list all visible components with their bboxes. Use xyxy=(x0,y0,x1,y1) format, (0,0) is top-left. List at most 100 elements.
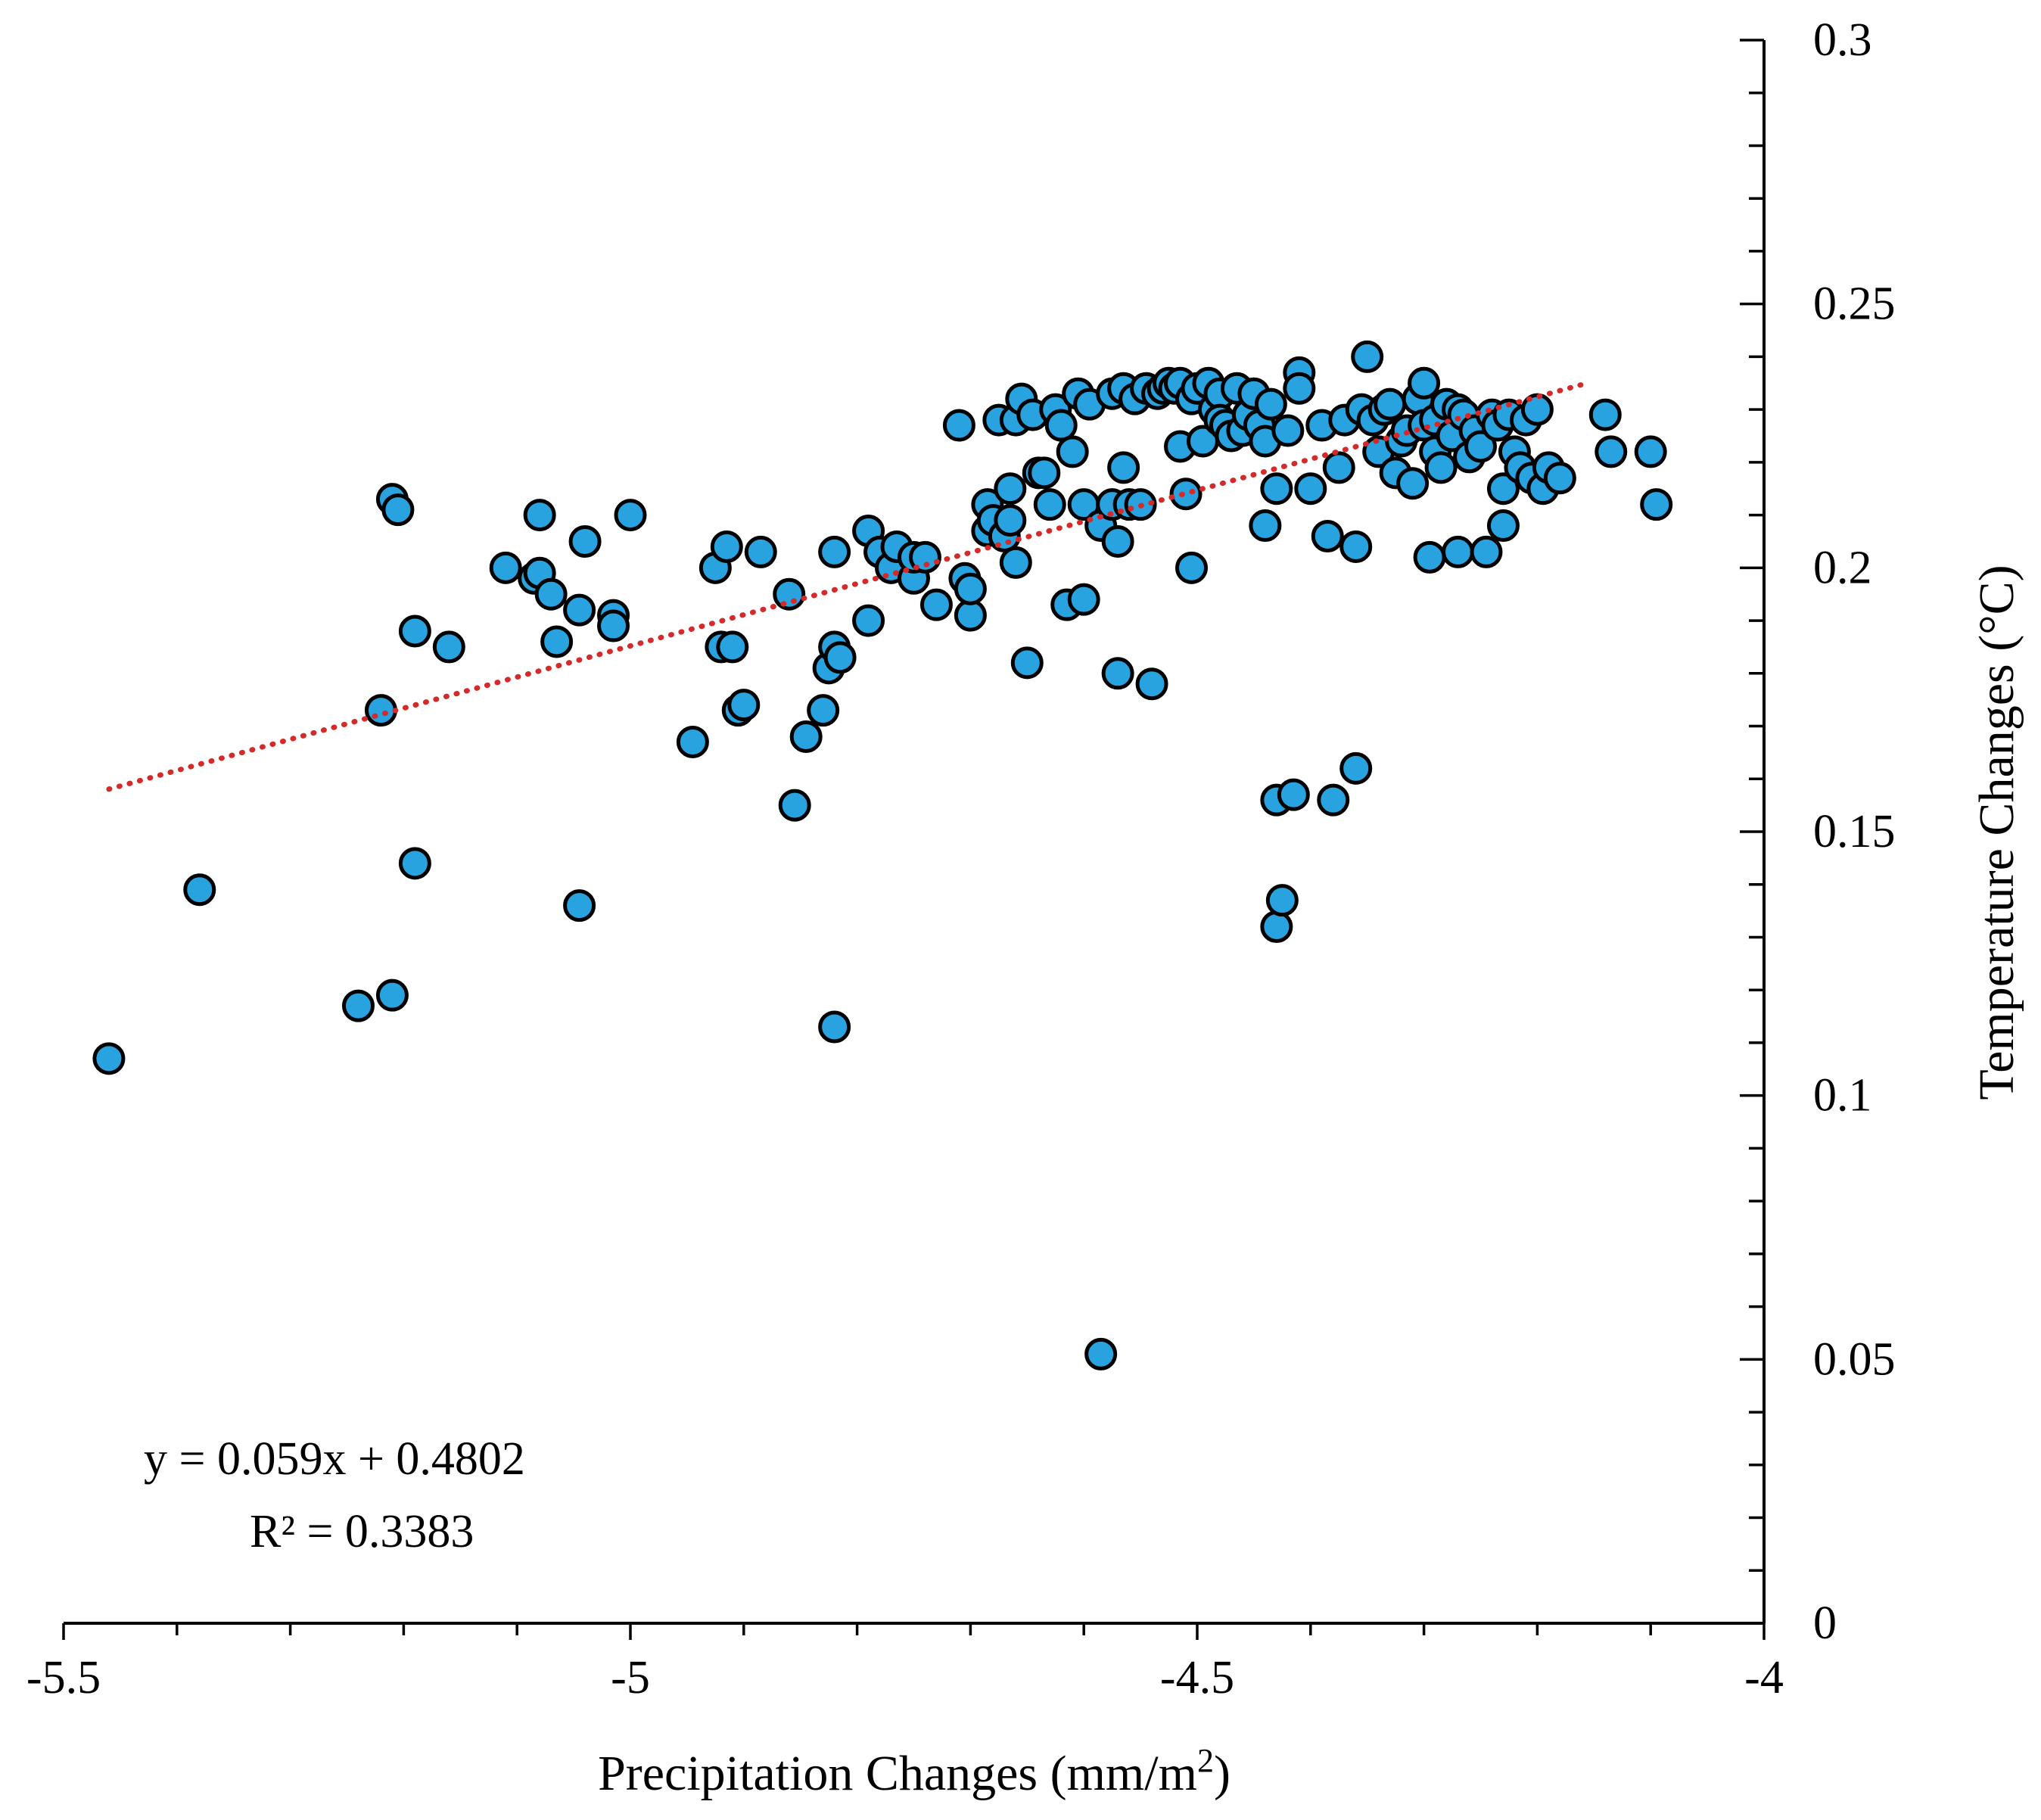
data-point xyxy=(954,599,987,632)
data-point xyxy=(1317,783,1350,817)
data-point xyxy=(942,409,975,442)
data-point xyxy=(1396,467,1430,500)
data-point xyxy=(954,572,987,605)
data-point xyxy=(1470,535,1503,568)
data-point xyxy=(364,694,397,727)
y-tick-labels: 0 0.05 0.1 0.15 0.2 0.25 0.3 xyxy=(1813,14,1896,1649)
x-tick-labels: -5.5 -5 -4.5 -4 xyxy=(26,1652,1784,1703)
data-point xyxy=(1084,1337,1118,1370)
data-point xyxy=(381,493,415,527)
data-point xyxy=(1339,751,1373,785)
data-point xyxy=(375,978,409,1012)
data-point xyxy=(568,524,602,558)
data-point xyxy=(807,694,840,727)
data-point xyxy=(778,789,811,822)
data-point xyxy=(1595,435,1628,468)
data-point xyxy=(994,472,1027,506)
data-point xyxy=(398,847,431,880)
data-point xyxy=(1486,509,1520,543)
data-point xyxy=(1260,910,1293,944)
y-tick-label: 0.25 xyxy=(1813,278,1896,330)
data-point xyxy=(341,989,375,1022)
x-tick-label: -5 xyxy=(611,1652,650,1703)
data-point xyxy=(999,546,1032,579)
data-point xyxy=(1033,488,1066,521)
data-point xyxy=(1135,667,1168,701)
data-point xyxy=(1265,884,1299,917)
x-tick-label: -5.5 xyxy=(26,1652,101,1703)
data-point xyxy=(919,588,953,621)
data-point xyxy=(818,1010,851,1044)
y-tick-label: 0.2 xyxy=(1813,542,1872,593)
data-point xyxy=(773,577,806,611)
data-point xyxy=(1486,472,1520,506)
y-tick-label: 0.3 xyxy=(1813,14,1872,66)
data-point xyxy=(1169,478,1203,511)
data-point xyxy=(1634,435,1667,468)
data-point xyxy=(540,625,574,658)
y-axis-title: Temperature Changes (°C) xyxy=(1969,565,2024,1100)
data-point xyxy=(614,499,647,532)
data-point xyxy=(1294,472,1327,506)
data-point xyxy=(1254,387,1287,421)
data-point xyxy=(1101,657,1134,690)
y-tick-label: 0.15 xyxy=(1813,806,1896,857)
data-point xyxy=(676,725,709,758)
data-point xyxy=(1442,535,1475,568)
data-point xyxy=(398,614,431,648)
data-point xyxy=(1107,451,1140,484)
data-point xyxy=(1277,778,1310,811)
data-point xyxy=(727,689,761,722)
data-point xyxy=(1249,509,1282,543)
data-point xyxy=(1175,551,1209,584)
data-point xyxy=(1351,340,1384,373)
data-point xyxy=(1413,540,1446,574)
trend-line xyxy=(106,381,1585,792)
data-point xyxy=(1640,488,1673,521)
data-point xyxy=(994,504,1027,537)
data-point xyxy=(1044,409,1078,442)
data-point xyxy=(1322,451,1355,484)
y-tick-label: 0 xyxy=(1813,1598,1837,1649)
points-layer xyxy=(92,340,1673,1370)
data-point xyxy=(852,604,885,637)
data-point xyxy=(1311,519,1344,552)
trendline-layer xyxy=(106,381,1585,792)
data-point xyxy=(92,1042,126,1075)
data-point xyxy=(818,535,851,568)
x-axis-title-main: Precipitation Changes (mm/m xyxy=(598,1746,1197,1801)
data-point xyxy=(432,630,465,664)
data-point xyxy=(1271,414,1305,447)
data-point xyxy=(1543,462,1576,495)
data-point xyxy=(710,530,743,563)
data-point xyxy=(563,593,596,627)
data-point xyxy=(1101,524,1134,558)
y-tick-label: 0.05 xyxy=(1813,1333,1896,1385)
data-point xyxy=(489,551,522,584)
x-axis-title: Precipitation Changes (mm/m2) xyxy=(598,1742,1231,1801)
x-axis-title-superscript: 2 xyxy=(1197,1742,1214,1779)
x-ticks xyxy=(62,1623,1766,1640)
data-point xyxy=(534,577,568,611)
data-point xyxy=(1464,430,1497,463)
trend-equation: y = 0.059x + 0.4802 xyxy=(144,1433,525,1485)
x-tick-label: -4.5 xyxy=(1160,1652,1234,1703)
data-point xyxy=(1374,387,1407,421)
data-point xyxy=(1424,451,1458,484)
data-point xyxy=(1010,646,1044,680)
y-ticks xyxy=(1740,39,1764,1625)
data-point xyxy=(1408,366,1441,400)
data-point xyxy=(744,535,777,568)
data-point xyxy=(1588,398,1622,431)
x-axis-title-end: ) xyxy=(1214,1746,1231,1801)
data-point xyxy=(1260,472,1293,506)
trend-r-squared: R² = 0.3383 xyxy=(250,1506,474,1557)
data-point xyxy=(1339,530,1373,563)
data-point xyxy=(1056,435,1089,468)
data-point xyxy=(908,540,941,574)
data-point xyxy=(823,641,857,674)
x-tick-label: -4 xyxy=(1744,1652,1784,1703)
data-point xyxy=(597,609,630,642)
data-point xyxy=(1283,372,1316,405)
